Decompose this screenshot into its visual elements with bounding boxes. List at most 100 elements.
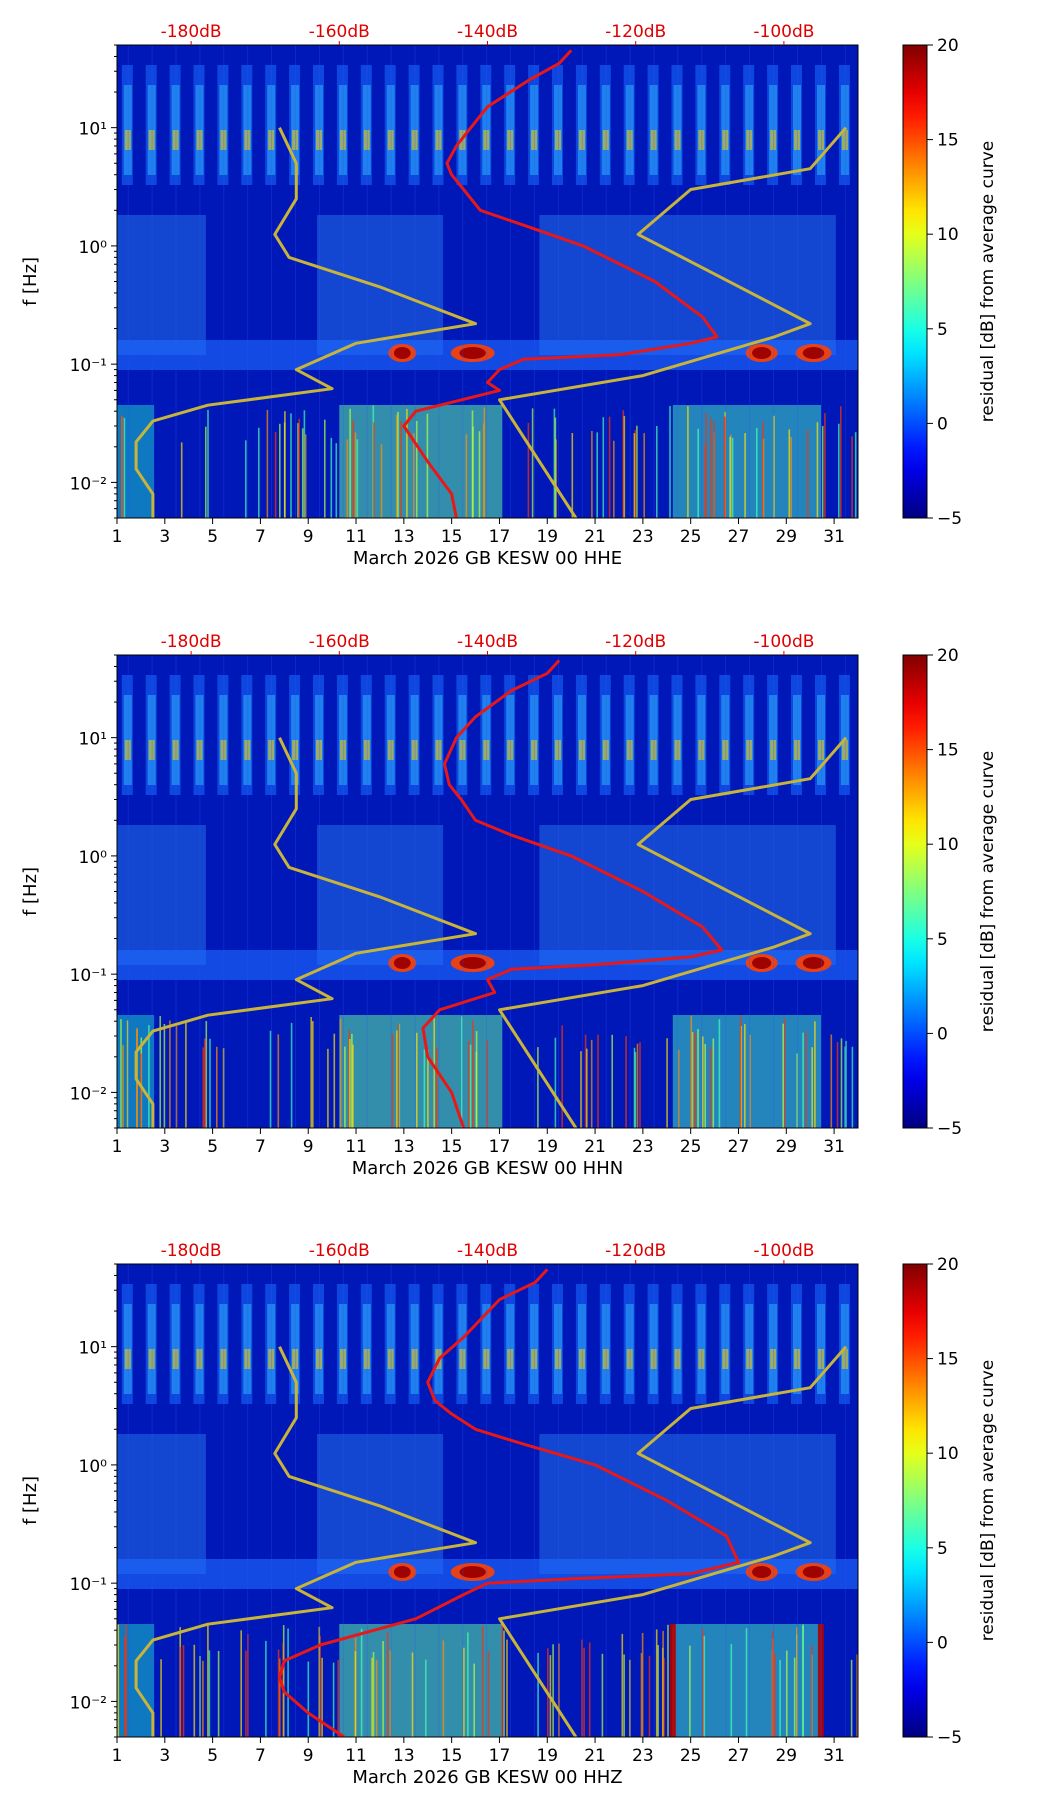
x-tick-label: 7 (255, 1137, 266, 1157)
colorbar-label: residual [dB] from average curve (978, 751, 998, 1032)
y-tick-label: 10⁻¹ (70, 356, 107, 376)
noise-model-curve-2 (134, 1346, 477, 1737)
x-tick-label: 21 (584, 1746, 606, 1766)
y-tick-label: 10¹ (79, 120, 107, 140)
db-axis-label: -140dB (457, 632, 518, 652)
spectrogram-image (117, 655, 858, 1128)
noise-model-curve-1 (498, 126, 848, 518)
colorbar-tick-label: −5 (937, 509, 962, 529)
colorbar-tick-label: 15 (937, 741, 959, 761)
x-tick-label: 7 (255, 527, 266, 547)
x-tick-label: 27 (728, 1137, 750, 1157)
x-axis-label: March 2026 GB KESW 00 HHE (353, 548, 622, 569)
x-tick-label: 19 (536, 1746, 558, 1766)
colorbar-tick-label: 15 (937, 1350, 959, 1370)
colorbar-tick-label: 20 (937, 36, 959, 56)
colorbar-label: residual [dB] from average curve (978, 141, 998, 422)
colorbar-gradient (902, 44, 928, 519)
mean-noise-curve (278, 1268, 740, 1737)
x-tick-label: 25 (680, 1746, 702, 1766)
x-tick-label: 31 (823, 1137, 845, 1157)
x-tick-label: 15 (441, 527, 463, 547)
db-axis-label: -180dB (161, 632, 222, 652)
x-tick-label: 9 (303, 1746, 314, 1766)
y-axis-label: f [Hz] (20, 1476, 41, 1525)
db-axis-label: -120dB (605, 1241, 666, 1261)
colorbar-tick-label: 0 (937, 414, 948, 434)
x-tick-label: 9 (303, 1137, 314, 1157)
x-tick-label: 13 (393, 1137, 415, 1157)
y-tick-label: 10¹ (79, 1339, 107, 1359)
x-tick-label: 15 (441, 1746, 463, 1766)
y-tick-label: 10⁻² (70, 474, 107, 494)
x-tick-label: 23 (632, 1746, 654, 1766)
x-tick-label: 5 (207, 527, 218, 547)
x-tick-label: 3 (159, 1137, 170, 1157)
x-tick-label: 1 (112, 1137, 123, 1157)
colorbar-tick-label: 5 (937, 1539, 948, 1559)
colorbar: 20 15 10 5 0 −5 residual [dB] from average cur… (902, 36, 998, 529)
x-axis-label: March 2026 GB KESW 00 HHZ (352, 1767, 622, 1788)
db-axis-label: -100dB (753, 22, 814, 42)
noise-model-curve-1 (498, 1345, 848, 1737)
x-tick-label: 11 (345, 527, 367, 547)
db-axis-label: -180dB (161, 22, 222, 42)
noise-model-curve-2 (134, 737, 477, 1128)
x-tick-label: 29 (775, 1137, 797, 1157)
x-tick-label: 1 (112, 1746, 123, 1766)
colorbar-gradient (902, 654, 928, 1129)
colorbar: 20 15 10 5 0 −5 residual [dB] from average cur… (902, 1255, 998, 1748)
db-axis-label: -180dB (161, 1241, 222, 1261)
x-tick-label: 5 (207, 1746, 218, 1766)
colorbar-label: residual [dB] from average curve (978, 1360, 998, 1641)
y-axis-label: f [Hz] (20, 867, 41, 916)
x-tick-label: 15 (441, 1137, 463, 1157)
x-tick-label: 9 (303, 527, 314, 547)
db-axis-label: -120dB (605, 632, 666, 652)
x-tick-label: 13 (393, 1746, 415, 1766)
colorbar-gradient (902, 1263, 928, 1738)
x-tick-label: 17 (489, 527, 511, 547)
panel-1: 1 3 5 7 9 11 13 15 17 19 21 23 25 27 29 3110⁻²10⁻¹10⁰10… (20, 22, 998, 569)
colorbar-tick-label: 0 (937, 1633, 948, 1653)
x-tick-label: 5 (207, 1137, 218, 1157)
colorbar-tick-label: 10 (937, 835, 959, 855)
colorbar-tick-label: 5 (937, 320, 948, 340)
x-tick-label: 29 (775, 1746, 797, 1766)
x-tick-label: 11 (345, 1137, 367, 1157)
colorbar-tick-label: 15 (937, 131, 959, 151)
db-axis-label: -140dB (457, 22, 518, 42)
y-tick-label: 10⁰ (79, 848, 108, 868)
colorbar-tick-label: 10 (937, 1444, 959, 1464)
spectrogram-image (117, 1264, 858, 1737)
colorbar: 20 15 10 5 0 −5 residual [dB] from average cur… (902, 646, 998, 1139)
mean-noise-curve (402, 49, 719, 518)
x-tick-label: 11 (345, 1746, 367, 1766)
x-tick-label: 7 (255, 1746, 266, 1766)
colorbar-tick-label: 20 (937, 1255, 959, 1275)
noise-model-curve-2 (134, 127, 477, 518)
y-tick-label: 10⁻² (70, 1084, 107, 1104)
x-tick-label: 1 (112, 527, 123, 547)
x-tick-label: 21 (584, 527, 606, 547)
x-tick-label: 25 (680, 527, 702, 547)
x-tick-label: 19 (536, 1137, 558, 1157)
x-tick-label: 3 (159, 1746, 170, 1766)
y-tick-label: 10⁻² (70, 1693, 107, 1713)
x-tick-label: 31 (823, 527, 845, 547)
x-tick-label: 23 (632, 527, 654, 547)
x-tick-label: 27 (728, 1746, 750, 1766)
x-tick-label: 13 (393, 527, 415, 547)
spectrogram-image (117, 45, 858, 518)
db-axis-label: -140dB (457, 1241, 518, 1261)
y-tick-label: 10⁻¹ (70, 1575, 107, 1595)
x-tick-label: 21 (584, 1137, 606, 1157)
colorbar-tick-label: 20 (937, 646, 959, 666)
x-tick-label: 29 (775, 527, 797, 547)
y-axis-label: f [Hz] (20, 257, 41, 306)
x-tick-label: 3 (159, 527, 170, 547)
mean-noise-curve (421, 659, 724, 1128)
x-tick-label: 17 (489, 1746, 511, 1766)
